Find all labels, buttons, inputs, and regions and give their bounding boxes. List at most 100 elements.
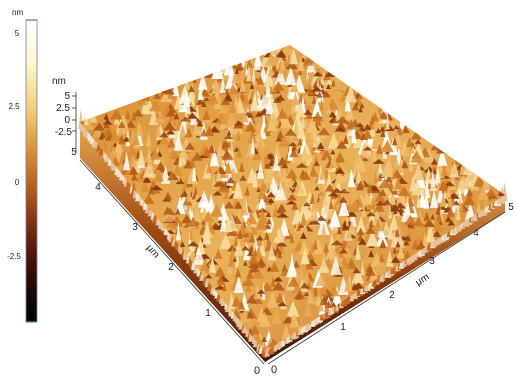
surface-peak: [313, 286, 319, 297]
surface-peak: [360, 259, 365, 276]
surface-peak: [299, 223, 305, 228]
surface-peak: [348, 200, 361, 212]
surface-peak: [187, 241, 200, 247]
surface-peak: [278, 242, 285, 254]
surface-peak: [162, 207, 174, 222]
surface-peak: [405, 196, 411, 215]
surface-peak: [446, 206, 455, 217]
surface-peak: [264, 231, 269, 240]
surface-peak: [142, 161, 155, 178]
surface-peak: [285, 259, 298, 278]
surface-peak: [447, 220, 455, 226]
surface-peak: [241, 245, 250, 251]
surface-peak: [303, 291, 310, 296]
surface-peak: [432, 230, 442, 237]
surface-peak: [257, 161, 265, 179]
surface-peak: [239, 174, 247, 181]
surface-peak: [263, 152, 271, 165]
surface-peak: [374, 191, 386, 203]
surface-peak: [423, 219, 436, 227]
surface-peak: [226, 176, 235, 184]
surface-peak: [319, 166, 324, 180]
surface-peak: [335, 121, 347, 131]
surface-peak: [316, 91, 323, 98]
surface-peak: [261, 281, 274, 292]
surface-peak: [348, 183, 360, 197]
surface-peak: [309, 230, 319, 244]
surface-peak: [343, 135, 349, 144]
surface-peak: [277, 301, 287, 307]
surface-peak: [256, 156, 266, 171]
surface-peak: [291, 202, 299, 210]
surface-peak: [298, 240, 310, 255]
surface-peak: [303, 109, 313, 115]
surface-peak: [366, 211, 376, 217]
surface-peak: [145, 131, 152, 147]
surface-peak: [380, 130, 386, 137]
surface-peak: [173, 93, 184, 110]
surface-peak: [339, 248, 348, 254]
surface-peak: [315, 272, 327, 286]
surface-peak: [261, 281, 266, 300]
surface-peak: [253, 245, 258, 257]
surface-peak: [274, 67, 287, 85]
surface-peak: [280, 113, 292, 129]
surface-peak: [219, 233, 233, 250]
surface-peak: [392, 245, 397, 254]
surface-peak: [238, 161, 245, 172]
surface-peak: [124, 109, 131, 120]
surface-peak: [280, 163, 289, 169]
surface-peak: [275, 136, 283, 142]
surface-peak: [403, 239, 410, 246]
surface-peak: [482, 177, 491, 191]
surface-peak: [343, 224, 353, 241]
surface-peak: [293, 291, 306, 299]
surface-peak: [380, 161, 394, 177]
surface-peak: [379, 188, 387, 196]
surface-peak: [224, 215, 233, 232]
left-tick-4: 4: [95, 182, 101, 193]
surface-peak: [284, 67, 297, 86]
surface-peak: [266, 291, 278, 308]
surface-peak: [372, 219, 384, 232]
surface-peak: [296, 121, 306, 139]
colorbar-tick-minus-2-5: -2.5: [7, 252, 21, 261]
surface-peak: [358, 237, 367, 245]
surface-peak: [222, 282, 227, 292]
surface-peak: [368, 250, 374, 258]
surface-peak: [179, 142, 188, 159]
surface-peak: [328, 209, 341, 228]
surface-peak: [243, 201, 249, 216]
surface-peak: [239, 77, 246, 92]
surface-peak: [259, 259, 264, 269]
surface-peak: [365, 229, 379, 247]
surface-peak: [179, 190, 190, 198]
surface-peak: [497, 190, 502, 196]
surface-peak: [389, 204, 401, 212]
surface-peak: [284, 45, 292, 56]
left-tick-3: 3: [132, 222, 138, 233]
colorbar: nm 5 2.5 0 -2.5: [7, 8, 38, 323]
surface-peak: [223, 134, 234, 140]
surface-peak: [202, 109, 211, 120]
surface-peak: [353, 155, 359, 171]
surface-peak: [390, 231, 399, 248]
surface-peak: [260, 306, 273, 315]
surface-peak: [305, 259, 314, 270]
surface-peak: [246, 311, 254, 319]
surface-peak: [93, 122, 106, 131]
surface-peak: [374, 200, 385, 212]
surface-peak: [385, 125, 395, 131]
surface-peak: [218, 101, 228, 114]
surface-peak: [191, 151, 203, 161]
surface-peak: [195, 101, 200, 119]
surface-peak: [395, 240, 401, 248]
surface-peak: [308, 128, 318, 144]
surface-peak: [137, 148, 146, 166]
surface-peak: [335, 168, 345, 174]
surface-peak: [440, 164, 449, 177]
surface-peak: [237, 229, 243, 239]
surface-peak: [119, 147, 132, 160]
surface-peak: [256, 289, 266, 294]
